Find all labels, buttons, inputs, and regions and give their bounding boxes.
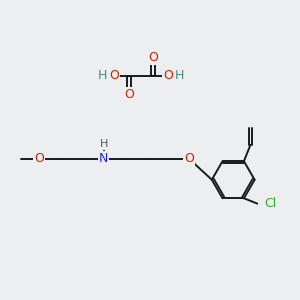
Text: O: O — [184, 152, 194, 165]
Text: H: H — [98, 69, 107, 82]
Text: H: H — [175, 69, 184, 82]
Text: Cl: Cl — [264, 197, 276, 210]
Text: O: O — [148, 51, 158, 64]
Text: O: O — [109, 69, 119, 82]
Text: N: N — [99, 152, 108, 165]
Text: H: H — [99, 139, 108, 149]
Text: O: O — [34, 152, 44, 165]
Text: O: O — [124, 88, 134, 100]
Text: O: O — [164, 69, 173, 82]
